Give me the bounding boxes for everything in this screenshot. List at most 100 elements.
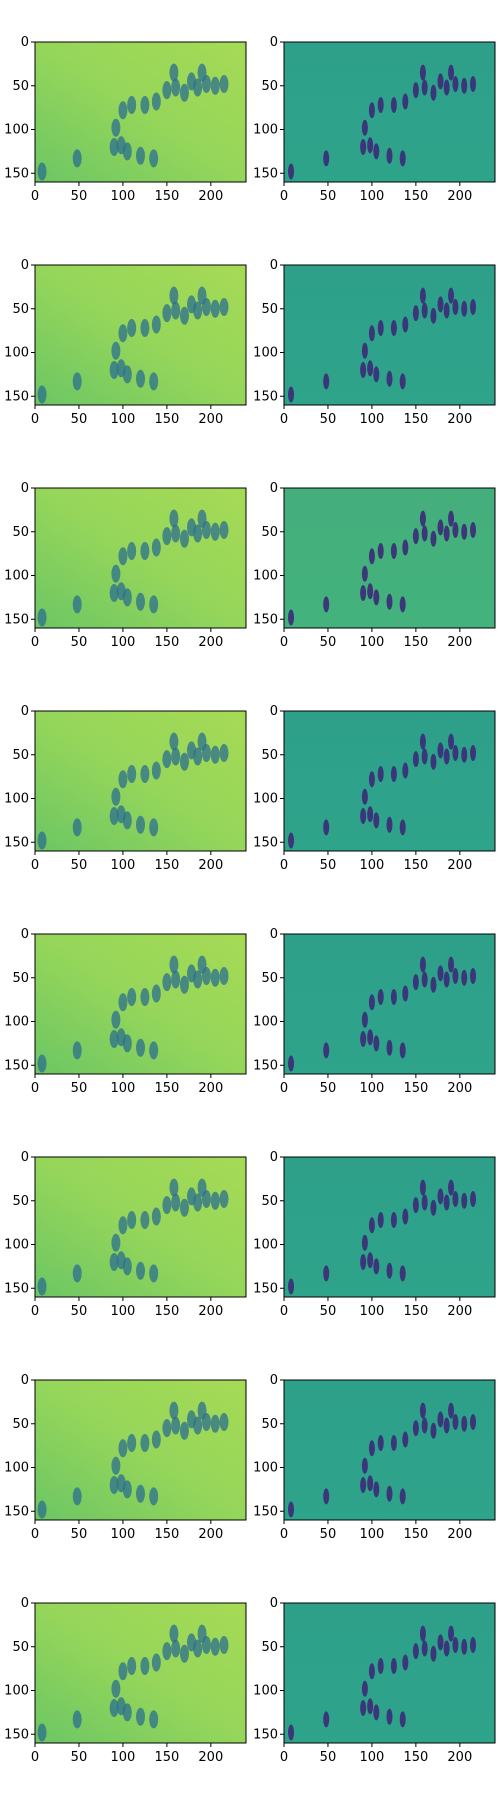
- figure-blob: [399, 150, 406, 167]
- figure-blob: [323, 596, 330, 613]
- figure-blob: [111, 787, 121, 806]
- x-tick-label: 200: [198, 412, 223, 427]
- figure-blob: [430, 84, 437, 101]
- figure-blob: [179, 529, 189, 548]
- image-panel: 0 50 100 150 200 0 50 100 150: [4, 35, 247, 204]
- panel-frame: [34, 1379, 247, 1521]
- figure-blob: [360, 1700, 367, 1716]
- figure-blob: [118, 547, 128, 566]
- x-tick-label: 0: [31, 412, 39, 427]
- figure-blob: [419, 1179, 426, 1196]
- figure-blob: [323, 1711, 330, 1728]
- figure-blob: [179, 306, 189, 325]
- image-panel: 0 50 100 150 200 0 50 100 150: [253, 35, 496, 204]
- figure-blob: [179, 975, 189, 994]
- figure-blob: [368, 1663, 375, 1680]
- figure-blob: [437, 1634, 444, 1651]
- figure-blob: [402, 1208, 409, 1225]
- x-tick-label: 100: [111, 635, 136, 650]
- panel-frame: [283, 1602, 496, 1744]
- figure-blob: [197, 63, 207, 82]
- figure-blob: [443, 971, 450, 988]
- figure-blob: [136, 1484, 145, 1503]
- x-tick-label: 50: [320, 412, 337, 427]
- figure-blob: [197, 286, 207, 305]
- figure-blob: [171, 1639, 181, 1658]
- image-panel: 0 50 100 150 200 0 50 100 150: [253, 1150, 496, 1319]
- figure-blob: [412, 82, 419, 99]
- figure-blob: [162, 527, 172, 546]
- x-tick-label: 0: [31, 189, 39, 204]
- figure-blob: [437, 965, 444, 982]
- x-tick-label: 200: [198, 1081, 223, 1096]
- image-panel: 0 50 100 150 200 0 50 100 150: [253, 927, 496, 1096]
- figure-blob: [419, 64, 426, 81]
- figure-blob: [179, 1421, 189, 1440]
- figure-blob: [452, 1414, 459, 1430]
- figure-blob: [402, 1654, 409, 1671]
- figure-blob: [437, 296, 444, 313]
- figure-blob: [361, 1457, 368, 1474]
- y-tick-label: 150: [4, 1058, 29, 1073]
- figure-blob: [179, 1644, 189, 1663]
- panel-frame: [283, 933, 496, 1075]
- y-tick-label: 50: [261, 971, 278, 986]
- figure-blob: [72, 1041, 82, 1060]
- x-tick-label: 50: [71, 635, 88, 650]
- x-tick-label: 50: [71, 189, 88, 204]
- figure-blob: [390, 97, 397, 113]
- x-tick-label: 50: [320, 189, 337, 204]
- x-tick-label: 50: [71, 1750, 88, 1765]
- y-tick-label: 50: [261, 302, 278, 317]
- figure-blob: [151, 92, 161, 111]
- figure-blob: [461, 969, 468, 986]
- figure-blob: [390, 766, 397, 782]
- figure-blob: [111, 341, 121, 360]
- x-tick-label: 150: [403, 189, 428, 204]
- x-tick-label: 100: [111, 858, 136, 873]
- figure-blob: [109, 1253, 119, 1271]
- figure-blob: [169, 509, 179, 528]
- figure-blob: [197, 1624, 207, 1643]
- x-tick-label: 0: [280, 635, 288, 650]
- x-tick-label: 50: [71, 858, 88, 873]
- x-tick-label: 150: [154, 189, 179, 204]
- figure-blob: [377, 1212, 384, 1228]
- figure-blob: [386, 1708, 393, 1725]
- figure-blob: [399, 596, 406, 613]
- figure-blob: [127, 1434, 137, 1452]
- figure-blob: [448, 64, 455, 81]
- y-tick-label: 150: [253, 166, 278, 181]
- figure-blob: [360, 1477, 367, 1493]
- figure-blob: [437, 1411, 444, 1428]
- panel-frame: [283, 264, 496, 406]
- x-tick-label: 200: [447, 858, 472, 873]
- y-tick-label: 100: [4, 1015, 29, 1030]
- figure-blob: [140, 1657, 150, 1675]
- figure-blob: [360, 1031, 367, 1047]
- figure-blob: [470, 968, 477, 984]
- figure-blob: [162, 1196, 172, 1215]
- figure-blob: [448, 1179, 455, 1196]
- figure-blob: [390, 1658, 397, 1674]
- y-tick-label: 100: [4, 346, 29, 361]
- figure-blob: [323, 1488, 330, 1505]
- figure-blob: [419, 1625, 426, 1642]
- figure-blob: [136, 146, 145, 165]
- x-tick-label: 0: [280, 1304, 288, 1319]
- x-tick-label: 100: [111, 1304, 136, 1319]
- y-tick-label: 50: [12, 525, 29, 540]
- figure-blob: [149, 149, 159, 168]
- figure-blob: [162, 304, 172, 323]
- x-tick-label: 100: [111, 1527, 136, 1542]
- figure-blob: [151, 984, 161, 1003]
- figure-blob: [210, 1414, 220, 1433]
- figure-blob: [373, 589, 380, 606]
- figure-blob: [149, 818, 159, 837]
- figure-blob: [390, 320, 397, 336]
- figure-blob: [122, 142, 132, 161]
- y-tick-label: 50: [12, 748, 29, 763]
- x-tick-label: 200: [198, 1304, 223, 1319]
- figure-blob: [193, 524, 203, 543]
- y-tick-label: 0: [21, 1373, 29, 1388]
